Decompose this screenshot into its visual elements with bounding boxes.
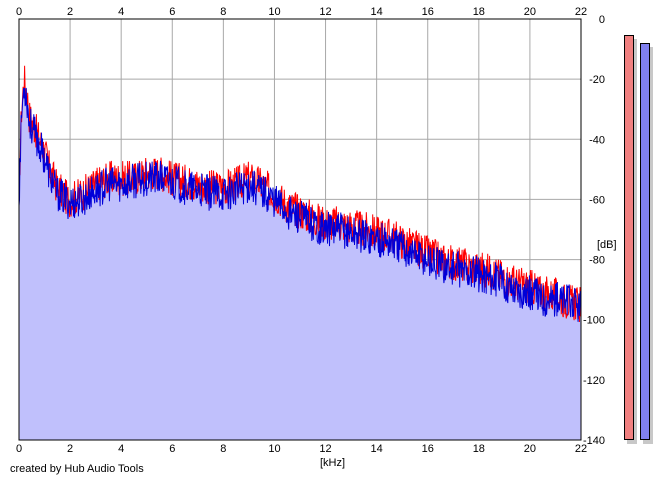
x-tick-label-top: 0 — [16, 6, 22, 18]
plot-border — [18, 18, 582, 441]
x-tick-label-bottom: 20 — [524, 443, 536, 455]
x-tick-label-bottom: 8 — [220, 443, 226, 455]
y-tick-label: -60 — [589, 194, 605, 206]
right-channel-line — [18, 87, 582, 322]
y-tick-label: 0 — [599, 14, 605, 26]
credit-text: created by Hub Audio Tools — [10, 463, 144, 475]
x-tick-label-top: 20 — [524, 6, 536, 18]
y-tick-label: -20 — [589, 74, 605, 86]
y-tick-label: -140 — [583, 435, 605, 447]
left-level-meter — [624, 35, 634, 440]
x-tick-label-bottom: 12 — [319, 443, 331, 455]
x-tick-label-top: 4 — [118, 6, 124, 18]
x-tick-label-bottom: 18 — [473, 443, 485, 455]
x-tick-label-top: 18 — [473, 6, 485, 18]
x-axis-bottom-ticks: 0 2 4 6 8 10 12 14 16 18 20 22 — [16, 443, 587, 455]
y-tick-label: -40 — [589, 134, 605, 146]
y-axis-unit-label: [dB] — [597, 239, 617, 251]
x-tick-label-bottom: 0 — [16, 443, 22, 455]
spectrum-fill-area — [19, 87, 581, 441]
x-tick-label-bottom: 14 — [371, 443, 383, 455]
x-tick-label-bottom: 10 — [268, 443, 280, 455]
x-tick-label-bottom: 22 — [575, 443, 587, 455]
x-axis-top-ticks: 0 2 4 6 8 10 12 14 16 18 20 22 — [16, 6, 587, 18]
y-axis-ticks: 0 -20 -40 -60 -80 -100 -120 -140 — [583, 14, 605, 447]
x-tick-label-top: 10 — [268, 6, 280, 18]
right-level-meter — [640, 43, 650, 440]
x-tick-label-bottom: 6 — [169, 443, 175, 455]
x-tick-label-bottom: 4 — [118, 443, 124, 455]
y-tick-label: -100 — [583, 315, 605, 327]
y-tick-label: -80 — [589, 255, 605, 267]
x-tick-label-top: 8 — [220, 6, 226, 18]
x-tick-label-top: 22 — [575, 6, 587, 18]
y-tick-label: -120 — [583, 375, 605, 387]
x-tick-label-bottom: 2 — [67, 443, 73, 455]
x-tick-label-top: 12 — [319, 6, 331, 18]
x-tick-label-top: 6 — [169, 6, 175, 18]
x-tick-label-top: 14 — [371, 6, 383, 18]
x-tick-label-top: 16 — [422, 6, 434, 18]
x-axis-unit-label: [kHz] — [320, 457, 346, 469]
x-tick-label-bottom: 16 — [422, 443, 434, 455]
x-tick-label-top: 2 — [67, 6, 73, 18]
